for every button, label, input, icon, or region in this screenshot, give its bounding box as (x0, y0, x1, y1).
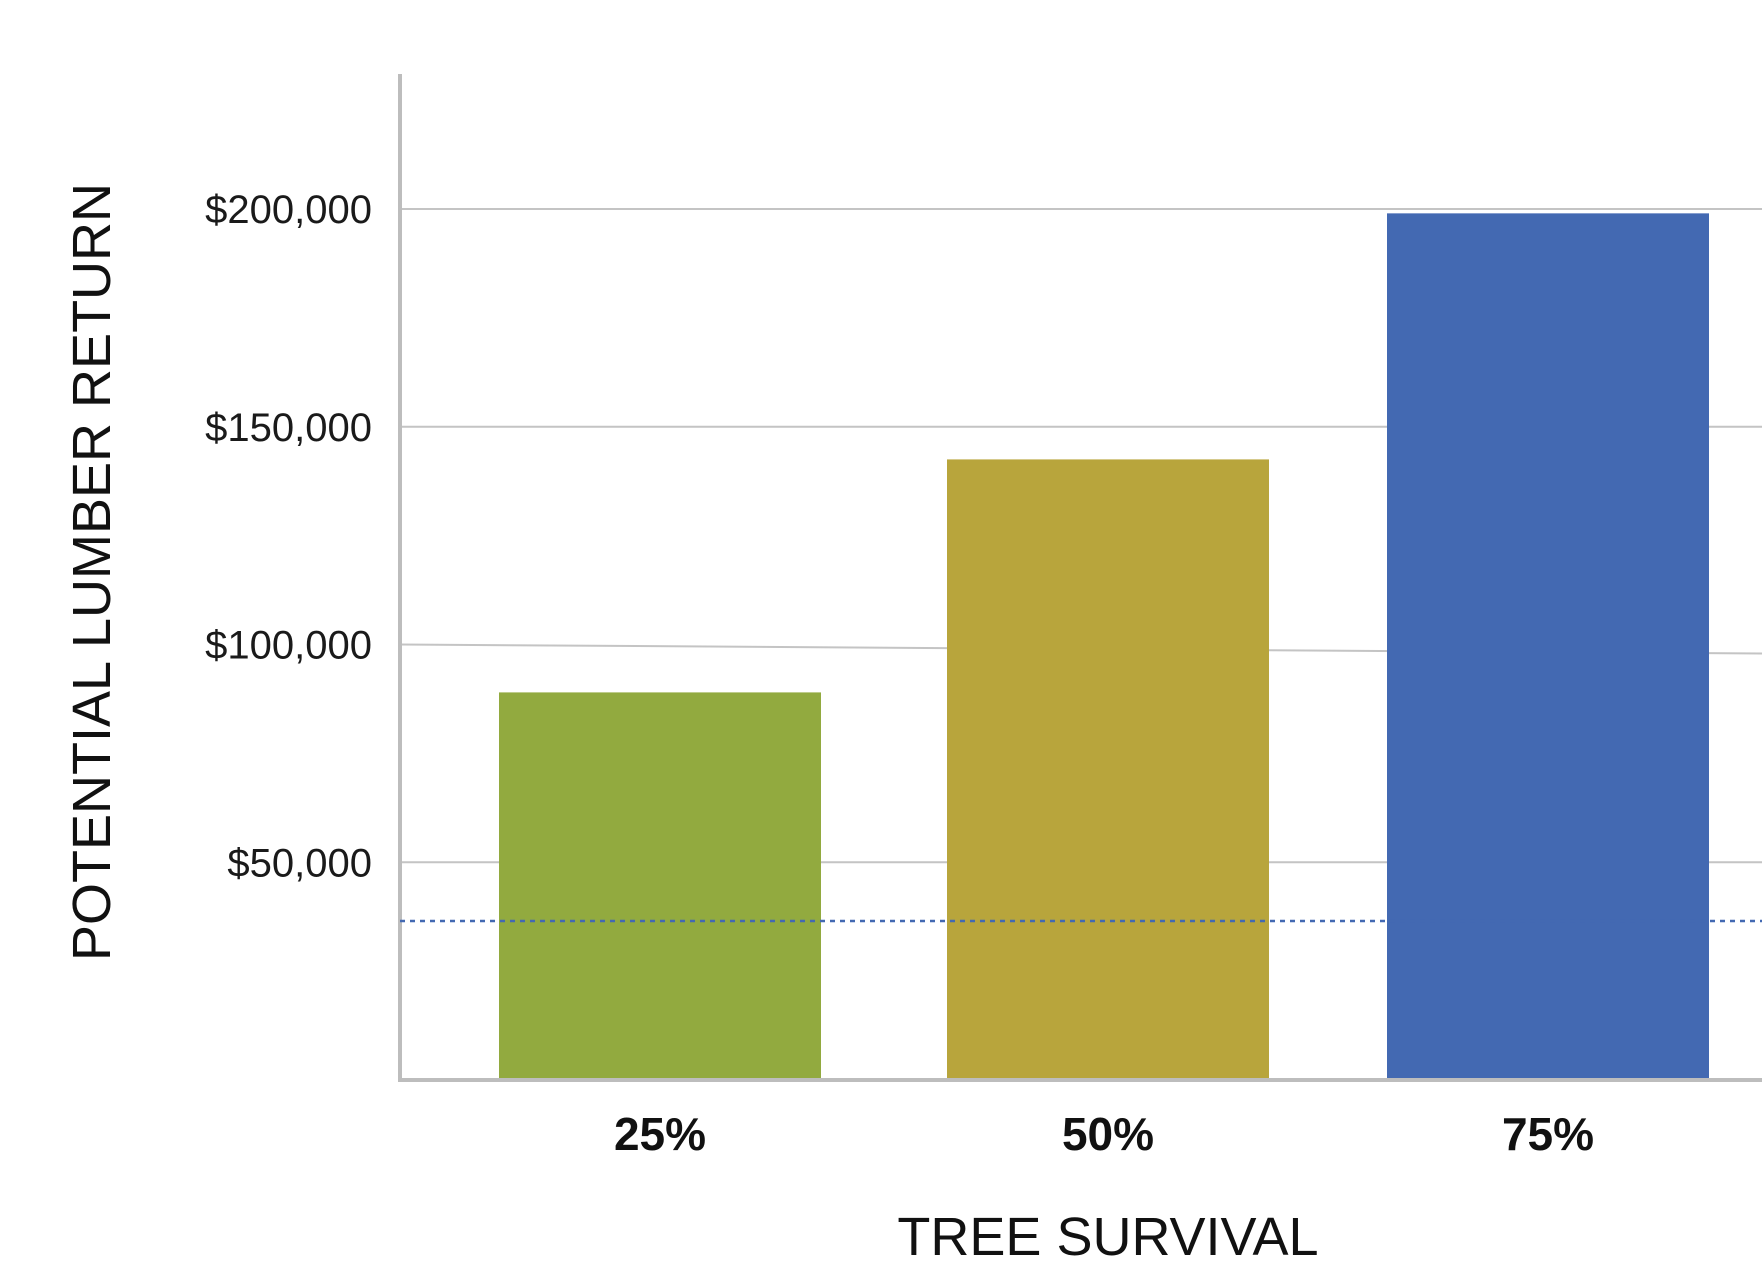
bar-75pct (1387, 213, 1709, 1079)
x-tick-label: 25% (614, 1108, 706, 1160)
x-tick-labels: 25% 50% 75% (614, 1108, 1594, 1160)
y-axis-title: POTENTIAL LUMBER RETURN (62, 183, 122, 961)
y-tick-label: $200,000 (205, 188, 372, 232)
bars (499, 213, 1709, 1079)
y-tick-label: $50,000 (227, 841, 372, 885)
axes (398, 74, 1762, 1082)
x-tick-label: 50% (1062, 1108, 1154, 1160)
bar-25pct (499, 692, 821, 1078)
y-tick-labels: $50,000 $100,000 $150,000 $200,000 (205, 188, 372, 885)
y-tick-label: $100,000 (205, 624, 372, 668)
x-tick-label: 75% (1502, 1108, 1594, 1160)
x-axis-title: TREE SURVIVAL (897, 1207, 1318, 1267)
bar-50pct (947, 459, 1269, 1079)
y-tick-label: $150,000 (205, 406, 372, 450)
